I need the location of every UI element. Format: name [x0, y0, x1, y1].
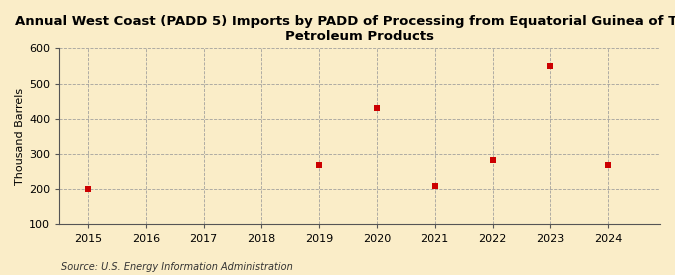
Point — [603, 163, 614, 167]
Point — [429, 184, 440, 189]
Text: Source: U.S. Energy Information Administration: Source: U.S. Energy Information Administ… — [61, 262, 292, 272]
Point — [545, 64, 556, 68]
Point — [314, 162, 325, 167]
Point — [487, 158, 498, 162]
Point — [371, 106, 382, 111]
Point — [83, 187, 94, 191]
Title: Annual West Coast (PADD 5) Imports by PADD of Processing from Equatorial Guinea : Annual West Coast (PADD 5) Imports by PA… — [15, 15, 675, 43]
Y-axis label: Thousand Barrels: Thousand Barrels — [15, 88, 25, 185]
